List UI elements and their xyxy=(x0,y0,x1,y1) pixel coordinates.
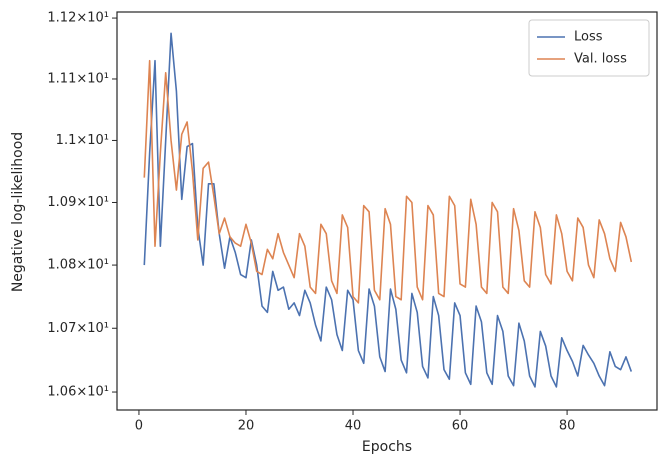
y-tick-label: 1.1×10¹ xyxy=(56,133,109,148)
loss-line xyxy=(143,59,633,304)
loss-line xyxy=(143,32,633,388)
x-tick-label: 60 xyxy=(452,419,469,434)
y-tick-label: 1.07×10¹ xyxy=(47,321,109,336)
legend-label: Loss xyxy=(574,30,603,45)
x-axis-label: Epochs xyxy=(362,439,412,455)
x-tick-label: 0 xyxy=(135,419,143,434)
plot-frame xyxy=(116,11,658,411)
y-tick-label: 1.06×10¹ xyxy=(47,385,109,400)
y-tick-label: 1.12×10¹ xyxy=(47,11,109,26)
y-tick-label: 1.08×10¹ xyxy=(47,258,109,273)
y-tick-label: 1.11×10¹ xyxy=(47,71,109,86)
y-tick-label: 1.09×10¹ xyxy=(47,195,109,210)
legend-box xyxy=(528,19,650,77)
legend-label: Val. loss xyxy=(574,52,627,67)
x-tick-label: 20 xyxy=(238,419,255,434)
y-axis-label: Negative log-likelihood xyxy=(10,132,26,292)
x-tick-label: 80 xyxy=(559,419,576,434)
x-tick-label: 40 xyxy=(345,419,362,434)
